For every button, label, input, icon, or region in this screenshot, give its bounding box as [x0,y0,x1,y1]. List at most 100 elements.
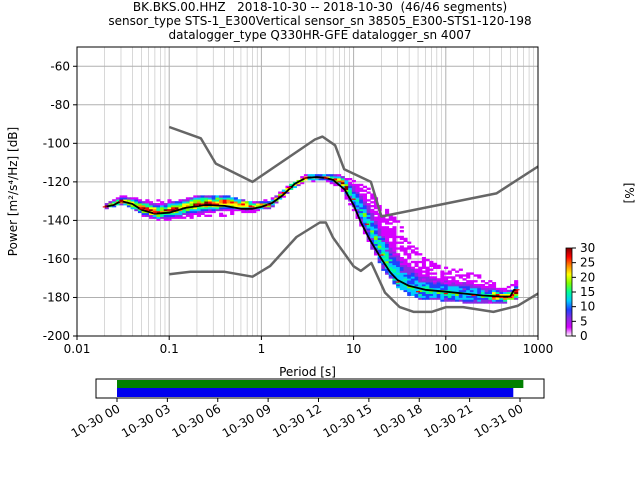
histogram-cell [399,245,404,248]
histogram-cell [373,245,379,248]
histogram-cell [237,199,242,202]
histogram-cell [381,230,386,233]
histogram-cell [119,195,124,198]
histogram-cell [396,283,401,287]
histogram-cell [244,203,249,206]
histogram-cell [455,282,460,285]
histogram-cell [399,287,404,291]
histogram-cell [440,274,445,277]
histogram-cell [126,204,131,208]
histogram-cell [407,285,412,289]
histogram-cell [337,179,342,183]
histogram-cell [388,243,393,246]
histogram-cell [115,199,120,202]
histogram-cell [510,297,515,300]
histogram-cell [392,257,397,260]
histogram-cell [444,282,449,285]
histogram-cell [178,199,183,202]
histogram-cell [373,253,379,256]
histogram-cell [377,222,382,225]
histogram-cell [396,285,401,289]
histogram-cell [451,283,456,287]
histogram-cell [440,278,445,281]
histogram-cell [355,187,360,190]
histogram-cell [385,260,390,264]
histogram-cell [193,212,198,216]
histogram-cell [134,197,139,200]
histogram-cell [373,241,379,244]
histogram-cell [473,299,478,302]
histogram-cell [458,293,463,296]
histogram-cell [296,183,301,187]
histogram-cell [359,208,364,212]
histogram-cell [477,291,482,295]
histogram-cell [421,291,427,295]
colorbar-tick-label: 20 [580,270,595,284]
histogram-cell [137,210,143,214]
histogram-cell [348,193,353,196]
histogram-cell [451,276,456,279]
histogram-cell [399,270,404,273]
histogram-cell [495,287,500,291]
histogram-cell [208,204,213,208]
histogram-cell [432,276,438,279]
histogram-cell [399,260,404,264]
histogram-cell [359,187,364,190]
histogram-cell [171,204,176,208]
histogram-cell [340,176,345,179]
histogram-cell [388,235,393,239]
histogram-cell [259,203,264,206]
histogram-cell [344,178,349,181]
histogram-cell [193,203,198,206]
histogram-cell [200,199,205,202]
histogram-cell [392,226,397,229]
histogram-cell [451,289,456,293]
histogram-cell [163,204,168,208]
histogram-cell [381,228,386,231]
histogram-cell [370,204,375,208]
histogram-cell [396,257,401,260]
histogram-cell [432,297,438,300]
histogram-cell [237,208,242,212]
histogram-cell [455,287,460,291]
histogram-cell [414,247,419,250]
histogram-cell [403,283,408,287]
histogram-cell [160,210,165,214]
histogram-cell [211,199,216,202]
histogram-cell [436,280,441,283]
histogram-cell [503,289,508,293]
histogram-cell [436,285,441,289]
histogram-cell [429,280,434,283]
histogram-cell [436,295,441,298]
histogram-cell [388,257,393,260]
histogram-cell [385,230,390,233]
histogram-cell [396,276,401,279]
histogram-cell [362,214,368,217]
histogram-cell [255,203,261,206]
histogram-cell [469,295,474,298]
colorbar-tick-label: 0 [580,329,588,343]
histogram-cell [362,206,368,210]
histogram-cell [444,266,449,269]
histogram-cell [399,285,404,289]
histogram-cell [429,287,434,291]
histogram-cell [373,226,379,229]
histogram-cell [418,283,423,287]
histogram-cell [204,197,209,200]
histogram-cell [506,289,511,293]
x-tick-label: 0.01 [64,342,91,356]
histogram-cell [366,203,371,206]
histogram-cell [359,199,364,202]
histogram-cell [241,208,246,212]
histogram-cell [274,197,279,200]
histogram-cell [362,212,368,216]
histogram-cell [462,283,467,287]
histogram-cell [388,249,393,252]
histogram-cell [226,208,231,212]
histogram-cell [370,228,375,231]
histogram-cell [429,260,434,264]
histogram-cell [163,206,168,210]
histogram-cell [300,179,305,183]
histogram-cell [381,251,386,254]
histogram-cell [359,218,364,221]
